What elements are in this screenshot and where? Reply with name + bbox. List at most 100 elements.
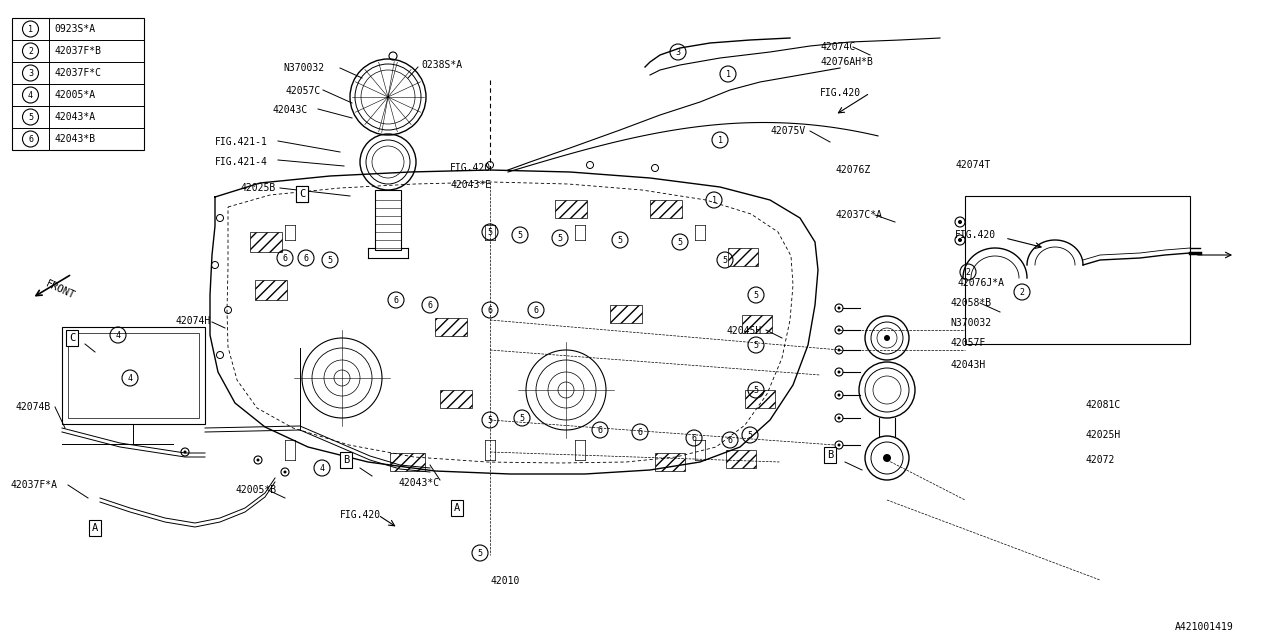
Text: 6: 6 — [283, 253, 288, 262]
Text: 3: 3 — [676, 47, 681, 56]
Text: 5: 5 — [28, 113, 33, 122]
Text: 4: 4 — [115, 330, 120, 339]
Text: 5: 5 — [754, 385, 759, 394]
Text: 4: 4 — [320, 463, 325, 472]
Text: 42075V: 42075V — [771, 126, 805, 136]
Text: 5: 5 — [488, 227, 493, 237]
Text: 5: 5 — [328, 255, 333, 264]
Text: N370032: N370032 — [950, 318, 991, 328]
Text: N370032: N370032 — [283, 63, 324, 73]
Text: 0923S*A: 0923S*A — [54, 24, 95, 34]
Text: 42072: 42072 — [1085, 455, 1115, 465]
Text: 6: 6 — [691, 433, 696, 442]
Circle shape — [837, 394, 841, 397]
Text: 2: 2 — [1019, 287, 1024, 296]
Text: 42010: 42010 — [490, 576, 520, 586]
Text: 42058*B: 42058*B — [950, 298, 991, 308]
Text: 42076Z: 42076Z — [835, 165, 870, 175]
Text: 6: 6 — [28, 134, 33, 143]
Text: 42076J*A: 42076J*A — [957, 278, 1004, 288]
Bar — [61, 327, 205, 424]
Text: 42025H: 42025H — [1085, 430, 1120, 440]
Bar — [742, 315, 772, 333]
Text: 5: 5 — [488, 415, 493, 424]
Text: 6: 6 — [534, 305, 539, 314]
Text: 42074C: 42074C — [820, 42, 855, 52]
Bar — [435, 318, 467, 336]
Text: B: B — [343, 455, 349, 465]
Text: 2: 2 — [965, 268, 970, 276]
Circle shape — [183, 451, 187, 454]
Text: 5: 5 — [477, 548, 483, 557]
Text: 5: 5 — [754, 340, 759, 349]
Circle shape — [837, 328, 841, 332]
Text: 6: 6 — [727, 435, 732, 445]
Bar — [12, 18, 145, 150]
Text: 42043C: 42043C — [273, 105, 307, 115]
Bar — [255, 280, 287, 300]
Text: 5: 5 — [558, 234, 562, 243]
Bar — [965, 196, 1190, 344]
Text: 42043*E: 42043*E — [451, 180, 492, 190]
Circle shape — [837, 417, 841, 419]
Text: 42025B: 42025B — [241, 183, 275, 193]
Text: FRONT: FRONT — [44, 279, 77, 301]
Text: 6: 6 — [598, 426, 603, 435]
Circle shape — [837, 349, 841, 351]
Bar — [726, 450, 756, 468]
Bar — [440, 390, 472, 408]
Bar — [375, 190, 401, 250]
Text: 42081C: 42081C — [1085, 400, 1120, 410]
Text: 42074T: 42074T — [955, 160, 991, 170]
Bar — [556, 200, 588, 218]
Circle shape — [837, 371, 841, 374]
Text: 6: 6 — [393, 296, 398, 305]
Text: C: C — [298, 189, 305, 199]
Text: 42043*C: 42043*C — [398, 478, 439, 488]
Bar — [611, 305, 643, 323]
Text: C: C — [69, 333, 76, 343]
Bar — [650, 200, 682, 218]
Text: 42043H: 42043H — [950, 360, 986, 370]
Text: 4: 4 — [28, 90, 33, 99]
Text: 6: 6 — [428, 301, 433, 310]
Text: 42037F*B: 42037F*B — [54, 46, 101, 56]
Text: 5: 5 — [677, 237, 682, 246]
Text: FIG.421-4: FIG.421-4 — [215, 157, 268, 167]
Text: 5: 5 — [754, 291, 759, 300]
Bar — [68, 333, 198, 418]
Text: FIG.420: FIG.420 — [955, 230, 996, 240]
Text: 6: 6 — [303, 253, 308, 262]
Circle shape — [837, 307, 841, 310]
Text: 42037F*C: 42037F*C — [54, 68, 101, 78]
Text: 42076AH*B: 42076AH*B — [820, 57, 873, 67]
Text: 42074B: 42074B — [15, 402, 50, 412]
Circle shape — [837, 444, 841, 447]
Circle shape — [283, 470, 287, 474]
Text: 5: 5 — [748, 431, 753, 440]
Text: 42043*A: 42043*A — [54, 112, 95, 122]
Text: FIG.420: FIG.420 — [340, 510, 381, 520]
Text: FIG.420: FIG.420 — [820, 88, 861, 98]
Text: FIG.421-1: FIG.421-1 — [215, 137, 268, 147]
Text: 42005*A: 42005*A — [54, 90, 95, 100]
Circle shape — [884, 335, 890, 341]
Text: 1: 1 — [718, 136, 722, 145]
Text: 2: 2 — [28, 47, 33, 56]
Bar — [390, 453, 425, 471]
Text: 42057C: 42057C — [285, 86, 320, 96]
Text: 42074H: 42074H — [175, 316, 210, 326]
Circle shape — [883, 454, 891, 462]
Text: 42043*B: 42043*B — [54, 134, 95, 144]
Text: 42045H: 42045H — [726, 326, 762, 336]
Text: B: B — [827, 450, 833, 460]
Bar — [250, 232, 282, 252]
Circle shape — [957, 238, 963, 242]
Text: A: A — [454, 503, 460, 513]
Text: 0238S*A: 0238S*A — [421, 60, 462, 70]
Text: A: A — [92, 523, 99, 533]
Text: 4: 4 — [128, 374, 133, 383]
Text: 3: 3 — [28, 68, 33, 77]
Bar — [745, 390, 774, 408]
Text: 5: 5 — [722, 255, 727, 264]
